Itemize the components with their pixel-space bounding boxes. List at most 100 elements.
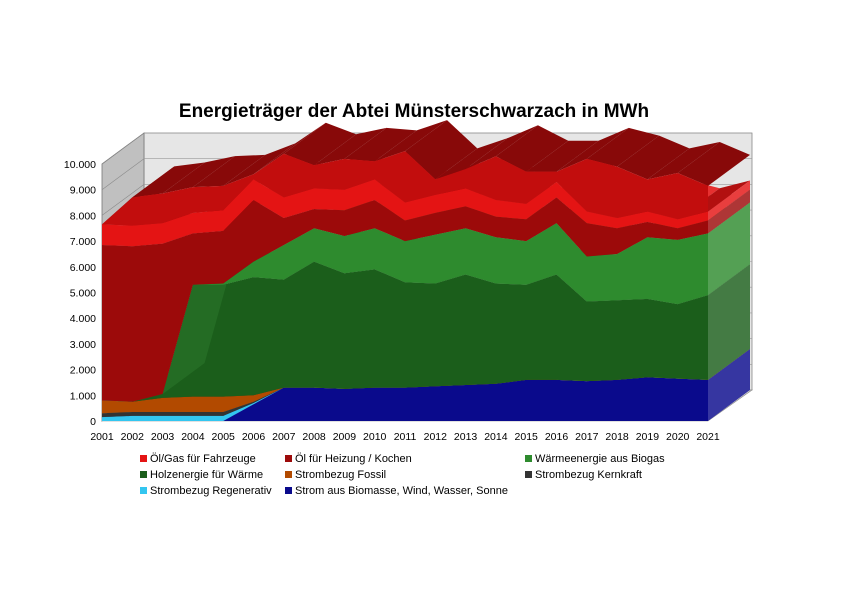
overlay-top-surface bbox=[526, 140, 599, 172]
legend-item: Strom aus Biomasse, Wind, Wasser, Sonne bbox=[285, 485, 508, 497]
legend-label: Strombezug Kernkraft bbox=[535, 469, 642, 481]
x-tick-label: 2020 bbox=[666, 431, 690, 443]
x-tick-label: 2012 bbox=[424, 431, 448, 443]
overlay-top-surface bbox=[162, 156, 235, 194]
overlay-top-surface bbox=[677, 141, 750, 186]
x-axis-ticks: 2001 2002 2003 2004 2005 2006 2007 2008 2009 2010… bbox=[90, 431, 720, 443]
gridline-side bbox=[101, 158, 145, 190]
overlay-top-surface bbox=[223, 143, 296, 186]
x-tick-label: 2014 bbox=[484, 431, 508, 443]
area-side-face bbox=[708, 202, 750, 296]
legend-swatch bbox=[140, 487, 147, 494]
area-front-face bbox=[102, 223, 708, 402]
x-tick-label: 2019 bbox=[636, 431, 660, 443]
area-front-face bbox=[102, 377, 708, 414]
legend-swatch bbox=[140, 471, 147, 478]
x-tick-label: 2009 bbox=[333, 431, 357, 443]
x-tick-label: 2013 bbox=[454, 431, 478, 443]
area-series bbox=[102, 120, 750, 421]
x-tick-label: 2006 bbox=[242, 431, 266, 443]
area-front-face bbox=[102, 377, 708, 418]
y-tick-label: 5.000 bbox=[70, 288, 96, 300]
area-side-face bbox=[708, 348, 750, 421]
legend-item: Öl/Gas für Fahrzeuge bbox=[140, 453, 256, 465]
y-tick-label: 0 bbox=[90, 416, 96, 428]
area-front-face bbox=[102, 179, 708, 247]
area-side-face bbox=[708, 264, 750, 380]
legend-item: Strombezug Kernkraft bbox=[525, 469, 642, 481]
top-overlay bbox=[102, 120, 750, 226]
overlay-top-surface bbox=[314, 127, 387, 166]
y-tick-label: 6.000 bbox=[70, 262, 96, 274]
legend-item: Öl für Heizung / Kochen bbox=[285, 453, 412, 465]
area-side-face bbox=[708, 189, 750, 234]
legend: Öl/Gas für Fahrzeuge Öl für Heizung / Koc… bbox=[140, 453, 665, 497]
legend-label: Strombezug Fossil bbox=[295, 469, 386, 481]
chart-title: Energieträger der Abtei Münsterschwarzac… bbox=[179, 101, 649, 122]
x-tick-label: 2017 bbox=[575, 431, 599, 443]
x-tick-label: 2015 bbox=[515, 431, 539, 443]
overlay-top-surface bbox=[556, 127, 629, 172]
area-front-face bbox=[102, 377, 708, 421]
legend-swatch bbox=[525, 455, 532, 462]
overlay-top-surface bbox=[586, 127, 660, 167]
area-side-face bbox=[708, 180, 750, 221]
legend-swatch bbox=[285, 455, 292, 462]
overlay-top-surface bbox=[283, 122, 357, 166]
area-front-face bbox=[102, 261, 708, 402]
y-tick-label: 3.000 bbox=[70, 339, 96, 351]
legend-item: Strombezug Regenerativ bbox=[140, 485, 272, 497]
x-tick-label: 2004 bbox=[181, 431, 205, 443]
legend-swatch bbox=[285, 487, 292, 494]
x-tick-label: 2008 bbox=[302, 431, 326, 443]
x-tick-label: 2001 bbox=[90, 431, 114, 443]
x-tick-label: 2007 bbox=[272, 431, 296, 443]
overlay-top-surface bbox=[405, 120, 478, 180]
overlay-top-surface bbox=[192, 154, 266, 188]
overlay-top-surface bbox=[132, 162, 205, 198]
legend-swatch bbox=[285, 471, 292, 478]
overlay-top-surface bbox=[617, 135, 690, 180]
legend-label: Strom aus Biomasse, Wind, Wasser, Sonne bbox=[295, 485, 508, 497]
y-tick-label: 2.000 bbox=[70, 365, 96, 377]
x-tick-label: 2018 bbox=[605, 431, 629, 443]
y-axis-ticks: 0 1.000 2.000 3.000 4.000 5.000 6.000 7.000 8.00… bbox=[64, 159, 96, 428]
gridline-side bbox=[101, 132, 145, 165]
x-tick-label: 2005 bbox=[212, 431, 236, 443]
x-tick-label: 2011 bbox=[394, 431, 417, 443]
legend-label: Öl/Gas für Fahrzeuge bbox=[150, 453, 256, 465]
y-tick-label: 1.000 bbox=[70, 390, 96, 402]
gridline-side bbox=[101, 184, 145, 216]
x-tick-label: 2016 bbox=[545, 431, 569, 443]
y-tick-label: 10.000 bbox=[64, 159, 96, 171]
x-tick-label: 2002 bbox=[121, 431, 145, 443]
legend-item: Strombezug Fossil bbox=[285, 469, 386, 481]
legend-item: Wärmeenergie aus Biogas bbox=[525, 453, 665, 465]
legend-swatch bbox=[140, 455, 147, 462]
legend-label: Öl für Heizung / Kochen bbox=[295, 453, 412, 465]
area-top-surface bbox=[162, 253, 235, 395]
legend-item: Holzenergie für Wärme bbox=[140, 469, 263, 481]
overlay-top-surface bbox=[253, 122, 326, 175]
legend-label: Wärmeenergie aus Biogas bbox=[535, 453, 665, 465]
overlay-top-surface bbox=[435, 138, 508, 180]
y-tick-label: 9.000 bbox=[70, 185, 96, 197]
area-front-face bbox=[102, 197, 708, 402]
legend-label: Holzenergie für Wärme bbox=[150, 469, 263, 481]
x-tick-label: 2010 bbox=[363, 431, 387, 443]
overlay-top-surface bbox=[374, 120, 447, 162]
area-front-face bbox=[102, 377, 708, 421]
legend-swatch bbox=[525, 471, 532, 478]
overlay-top-surface bbox=[465, 125, 538, 170]
overlay-top-surface bbox=[647, 141, 720, 180]
x-tick-label: 2021 bbox=[696, 431, 720, 443]
legend-label: Strombezug Regenerativ bbox=[150, 485, 272, 497]
overlay-front-face bbox=[102, 151, 708, 226]
y-tick-label: 8.000 bbox=[70, 210, 96, 222]
y-tick-label: 4.000 bbox=[70, 313, 96, 325]
overlay-top-surface bbox=[495, 125, 569, 172]
overlay-top-surface bbox=[344, 127, 417, 162]
y-tick-label: 7.000 bbox=[70, 236, 96, 248]
x-tick-label: 2003 bbox=[151, 431, 175, 443]
